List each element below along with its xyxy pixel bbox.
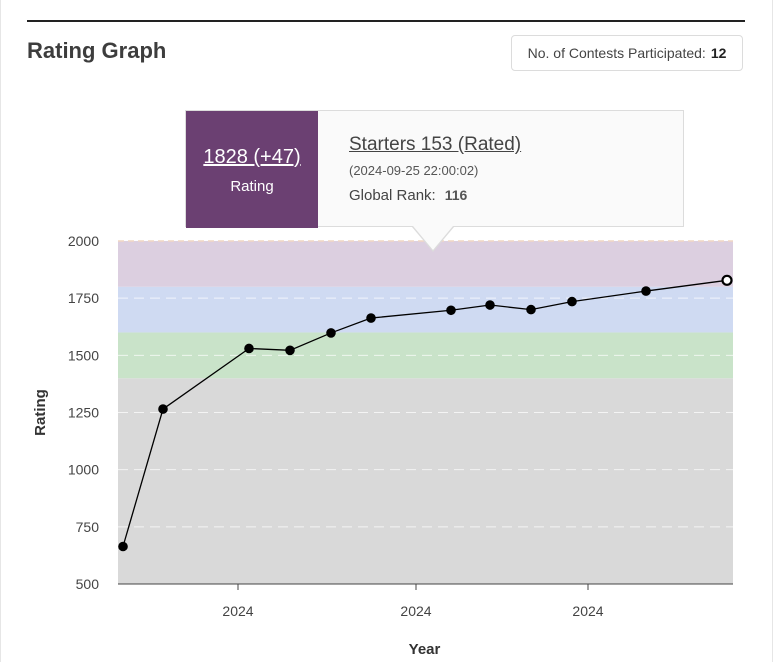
series-line: [122, 279, 728, 547]
tooltip-global-rank: Global Rank: 116: [349, 187, 467, 204]
y-tick-label: 500: [76, 576, 100, 592]
data-point: [118, 541, 128, 552]
data-point: [641, 286, 651, 296]
rating-series: [118, 274, 733, 552]
selected-data-point: [721, 274, 733, 286]
contests-count: 12: [710, 45, 727, 61]
tooltip-contest-link[interactable]: Starters 153 (Rated): [349, 134, 522, 155]
tooltip-date: (2024-09-25 22:00:02): [349, 163, 479, 178]
tooltip-rating-panel: 1828 (+47) Rating: [186, 111, 318, 228]
y-tick-label: 2000: [68, 233, 99, 249]
data-point: [567, 296, 577, 307]
y-tick-label: 1000: [68, 462, 99, 478]
data-point: [285, 345, 295, 356]
x-axis-title: Year: [409, 641, 441, 658]
y-tick-label: 1750: [68, 290, 99, 306]
x-axis: 2024 2024 2024: [118, 583, 733, 619]
x-tick-label: 2024: [222, 603, 253, 619]
y-tick-label: 750: [76, 519, 100, 535]
x-tick-label: 2024: [400, 603, 431, 619]
data-point: [158, 404, 168, 414]
data-point: [326, 328, 336, 338]
rating-band: [118, 286, 733, 333]
top-divider: [27, 20, 745, 22]
y-axis-ticks: 500 750 1000 1250 1500 1750 2000: [68, 233, 99, 592]
grid-lines: [118, 297, 733, 528]
page-title: Rating Graph: [27, 38, 167, 63]
tooltip-rating-label: Rating: [230, 178, 274, 195]
contest-tooltip: 1828 (+47) Rating Starters 153 (Rated) (…: [185, 110, 684, 228]
data-point: [526, 304, 536, 315]
data-point: [366, 313, 376, 323]
contests-participated-badge: No. of Contests Participated: 12: [511, 35, 743, 71]
contests-label: No. of Contests Participated:: [527, 45, 706, 61]
y-axis-title: Rating: [32, 389, 49, 436]
data-point: [244, 343, 254, 354]
tooltip-rank-label: Global Rank:: [349, 187, 436, 204]
y-tick-label: 1500: [68, 347, 99, 363]
x-tick-label: 2024: [572, 603, 603, 619]
tooltip-pointer: [413, 226, 453, 250]
y-tick-label: 1250: [68, 405, 99, 421]
tooltip-rank-value: 116: [444, 187, 468, 203]
data-point: [446, 305, 456, 316]
data-point: [485, 300, 495, 310]
tooltip-rating-value[interactable]: 1828 (+47): [203, 146, 301, 168]
rating-band: [118, 378, 733, 584]
